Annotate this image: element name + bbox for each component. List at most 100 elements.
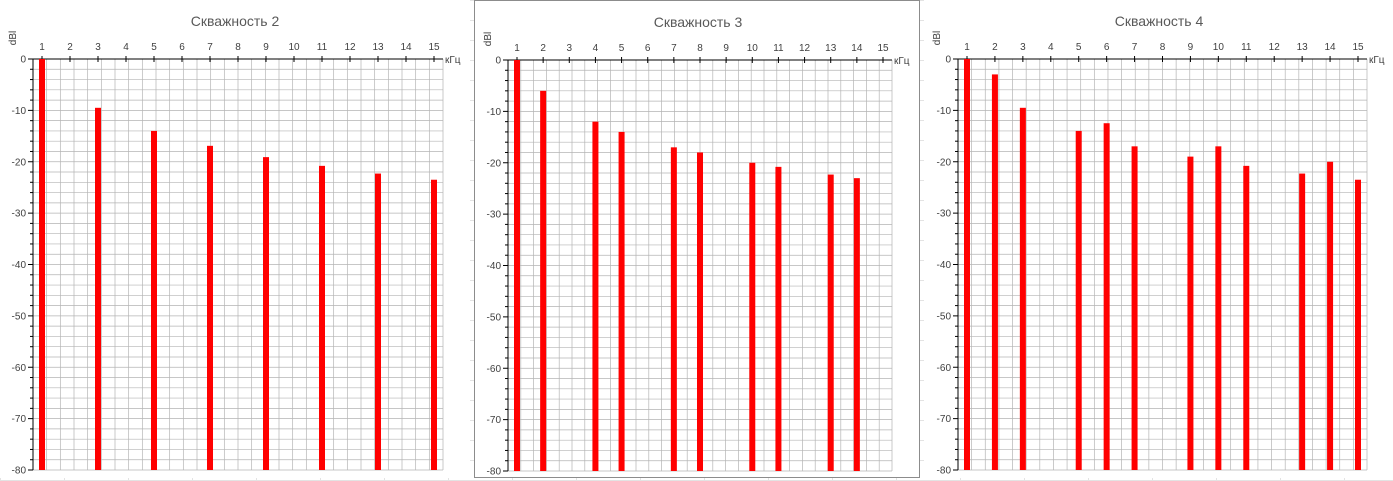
bar xyxy=(827,174,834,471)
x-tick-label: 1 xyxy=(514,43,520,54)
x-tick-label: 10 xyxy=(747,43,759,54)
x-tick-label: 2 xyxy=(67,42,73,53)
y-tick-label: -50 xyxy=(12,311,27,322)
y-tick-label: -50 xyxy=(487,312,502,323)
bar xyxy=(207,145,213,471)
x-tick-label: 15 xyxy=(877,43,889,54)
bar-series xyxy=(39,59,437,471)
y-tick-label: -60 xyxy=(487,364,502,375)
x-tick-label: 3 xyxy=(1020,42,1026,53)
bar-series xyxy=(514,60,860,472)
x-tick-label: 1 xyxy=(964,42,970,53)
bar xyxy=(95,107,101,471)
chart-duty-cycle-4[interactable]: Скважность 4 0 -10 -20 -30 -40 -50 -60 -70 -80 1 2 3… xyxy=(924,0,1393,478)
x-tick-label: 2 xyxy=(540,43,546,54)
chart-canvas: Скважность 20-10-20-30-40-50-60-70-801 2 3… xyxy=(8,13,461,477)
y-tick-label: -30 xyxy=(12,209,27,220)
y-tick-label: -80 xyxy=(12,466,27,477)
y-tick-label: -30 xyxy=(487,210,502,221)
x-tick-label: 11 xyxy=(773,43,784,54)
y-tick-label: -40 xyxy=(487,261,502,272)
x-tick-label: 3 xyxy=(567,43,573,54)
y-tick-label: 0 xyxy=(20,55,26,66)
y-tick-label: -60 xyxy=(937,363,952,374)
y-tick-label: -10 xyxy=(937,106,952,117)
y-tick-label: -70 xyxy=(487,415,502,426)
x-tick-label: 4 xyxy=(1048,42,1054,53)
x-tick-label: 14 xyxy=(1325,42,1337,53)
x-tick-label: 7 xyxy=(207,42,213,53)
y-tick-label: -70 xyxy=(937,414,952,425)
y-tick-label: -80 xyxy=(937,466,952,477)
y-tick-label: -60 xyxy=(12,363,27,374)
chart-duty-cycle-2[interactable]: Скважность 2 0 -10 -20 -30 -40 -50 -60 -70 -80 1 2 3… xyxy=(0,0,470,478)
bar xyxy=(39,59,45,470)
x-tick-label: 7 xyxy=(671,43,677,54)
bar xyxy=(670,147,677,471)
x-tick-label: 10 xyxy=(288,42,300,53)
x-tick-label: 6 xyxy=(645,43,651,54)
x-tick-label: 15 xyxy=(1352,42,1364,53)
y-tick-label: -20 xyxy=(937,157,952,168)
x-tick-label: 9 xyxy=(263,42,269,53)
y-tick-label: -40 xyxy=(937,260,952,271)
x-tick-label: 8 xyxy=(697,43,703,54)
x-tick-label: 4 xyxy=(593,43,599,54)
y-axis-label: dBl xyxy=(932,31,943,45)
x-tick-label: 6 xyxy=(1104,42,1110,53)
x-tick-label: 13 xyxy=(825,43,837,54)
bar xyxy=(375,173,381,470)
bar xyxy=(775,166,782,472)
x-tick-label: 2 xyxy=(992,42,998,53)
bar xyxy=(263,157,269,470)
y-tick-label: 0 xyxy=(495,56,501,67)
bar xyxy=(514,60,520,471)
y-tick-label: -50 xyxy=(937,311,952,322)
x-tick-label: 9 xyxy=(1188,42,1194,53)
bar xyxy=(431,179,437,470)
x-tick-label: 1 xyxy=(39,42,45,53)
y-tick-label: -70 xyxy=(12,414,27,425)
bar xyxy=(697,152,703,471)
x-tick-label: 12 xyxy=(1269,42,1281,53)
bar xyxy=(151,130,157,471)
bar xyxy=(319,165,325,471)
bar xyxy=(592,121,599,472)
bar xyxy=(1103,123,1110,470)
bar xyxy=(1187,156,1194,471)
x-tick-label: 5 xyxy=(151,42,157,53)
plot-grid xyxy=(32,58,444,471)
y-tick-label: -40 xyxy=(12,260,27,271)
bar xyxy=(1131,146,1138,470)
bar xyxy=(964,59,970,470)
x-tick-label: 12 xyxy=(799,43,811,54)
x-tick-label: 4 xyxy=(123,42,129,53)
y-axis-label: dBl xyxy=(8,31,19,45)
y-tick-label: -30 xyxy=(937,209,952,220)
bar xyxy=(540,90,547,471)
x-tick-label: 9 xyxy=(723,43,729,54)
x-unit-label: кГц xyxy=(445,55,461,66)
chart-duty-cycle-3[interactable]: Скважность 3 0 -10 -20 -30 -40 -50 -60 -70 -80 1 2 3… xyxy=(474,0,920,478)
chart-title: Скважность 2 xyxy=(191,13,280,29)
x-tick-label: 13 xyxy=(1297,42,1309,53)
x-tick-label: 8 xyxy=(235,42,241,53)
bar xyxy=(749,162,756,471)
x-tick-label: 10 xyxy=(1213,42,1225,53)
bar xyxy=(1327,161,1334,470)
plot-grid xyxy=(957,58,1368,471)
bar xyxy=(1075,130,1082,471)
x-tick-label: 11 xyxy=(317,42,328,53)
y-tick-label: -10 xyxy=(12,106,27,117)
bar xyxy=(853,178,860,471)
x-unit-label: кГц xyxy=(894,56,910,67)
bar xyxy=(991,74,998,470)
x-tick-label: 5 xyxy=(1076,42,1082,53)
x-tick-label: 6 xyxy=(179,42,185,53)
bar-series xyxy=(964,59,1361,471)
bar xyxy=(1355,179,1361,470)
x-tick-label: 13 xyxy=(372,42,384,53)
x-tick-label: 15 xyxy=(428,42,440,53)
x-tick-label: 14 xyxy=(400,42,412,53)
y-tick-label: -20 xyxy=(12,157,27,168)
